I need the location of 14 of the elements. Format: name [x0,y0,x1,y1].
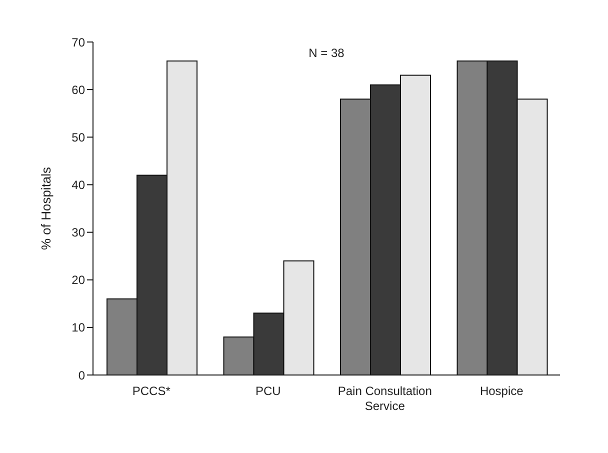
y-tick-label: 60 [72,82,86,97]
y-tick-label: 0 [78,368,86,382]
y-tick-label: 30 [72,226,86,240]
y-axis-title: % of Hospitals [38,166,54,250]
x-tick-label: Hospice [480,384,524,398]
y-tick-label: 40 [72,178,86,192]
y-tick-label: 70 [72,35,86,50]
x-tick-label: PCU [255,384,281,398]
y-tick-label: 10 [72,320,86,335]
annotation: N = 38 [308,46,346,60]
y-tick-label: 20 [72,273,86,288]
y-tick-label: 50 [72,130,86,144]
x-tick-label: Pain Consultation Service [338,384,432,413]
x-tick-label: PCCS* [132,384,171,398]
